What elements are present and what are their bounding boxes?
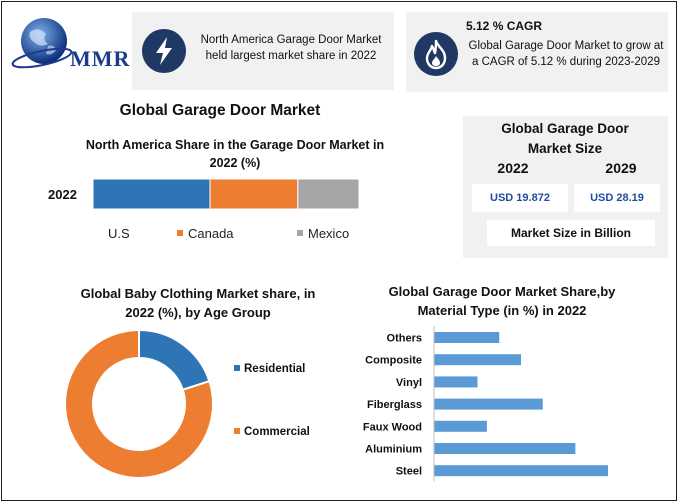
chart3-bar xyxy=(434,376,478,388)
chart3-category-label: Aluminium xyxy=(365,444,422,456)
chart3-bar xyxy=(434,332,500,343)
year-2022-label: 2022 xyxy=(497,160,529,176)
chart3-title: Global Garage Door Market Share,by Mater… xyxy=(388,284,616,318)
chart3-bar xyxy=(434,465,608,477)
chart1-legend-swatch xyxy=(297,230,303,236)
chart1-legend-label: Mexico xyxy=(308,226,349,241)
chart1-title: North America Share in the Garage Door M… xyxy=(85,138,385,170)
chart2-legend-label: Commercial xyxy=(244,426,310,438)
chart2-slice-residential xyxy=(138,328,211,392)
chart2-slice-commercial xyxy=(64,328,214,479)
market-size-title: Global Garage Door Market Size xyxy=(501,121,629,156)
region-card: North America Garage Door Market held la… xyxy=(132,12,394,90)
chart3-material-bar: Others Composite Vinyl Fiberglass Faux Wood A… xyxy=(363,326,608,482)
chart2-legend-label: Residential xyxy=(244,363,305,375)
chart1-legend-label: U.S xyxy=(108,226,130,241)
chart3-bar xyxy=(434,354,521,366)
chart1-bar-mexico xyxy=(297,178,360,210)
cagr-title: 5.12 % CAGR xyxy=(466,19,543,33)
chart3-category-label: Vinyl xyxy=(396,377,422,389)
globe-icon xyxy=(11,18,73,69)
market-size-card: Global Garage Door Market Size 2022 2029… xyxy=(463,116,668,258)
chart1-legend-swatch xyxy=(177,230,183,236)
brand-name: MMR xyxy=(70,46,131,71)
chart3-bar xyxy=(434,398,543,410)
chart3-category-label: Faux Wood xyxy=(363,421,422,433)
chart3-category-label: Composite xyxy=(365,355,422,367)
main-title: Global Garage Door Market xyxy=(119,102,321,119)
flame-icon xyxy=(414,32,458,76)
chart1-bar-canada xyxy=(209,178,299,210)
chart2-title: Global Baby Clothing Market share, in 20… xyxy=(80,286,316,320)
chart2-donut: Residential Commercial xyxy=(64,328,310,479)
brand-logo: MMR xyxy=(8,14,132,71)
chart3-bar xyxy=(434,420,487,432)
chart3-category-label: Fiberglass xyxy=(367,399,422,411)
value-2022: USD 19.872 xyxy=(472,184,568,212)
chart1-bar-us xyxy=(92,178,211,210)
value-2029: USD 28.19 xyxy=(574,184,660,212)
chart1-category-label: 2022 xyxy=(48,187,77,202)
year-2029-label: 2029 xyxy=(605,160,637,176)
lightning-icon xyxy=(142,29,186,73)
chart1-stacked-bar: 2022 U.S Canada Mexico xyxy=(48,178,360,241)
chart3-category-label: Steel xyxy=(396,466,422,478)
region-card-text: North America Garage Door Market held la… xyxy=(200,34,382,62)
chart3-bar xyxy=(434,443,576,454)
chart2-legend-swatch xyxy=(234,428,240,434)
cagr-text: Global Garage Door Market to grow at a C… xyxy=(468,40,664,68)
chart3-category-label: Others xyxy=(387,333,422,345)
chart2-legend-swatch xyxy=(234,365,240,371)
cagr-card: 5.12 % CAGR Global Garage Door Market to… xyxy=(406,12,668,92)
chart1-legend-label: Canada xyxy=(188,226,234,241)
market-size-unit: Market Size in Billion xyxy=(487,220,655,246)
